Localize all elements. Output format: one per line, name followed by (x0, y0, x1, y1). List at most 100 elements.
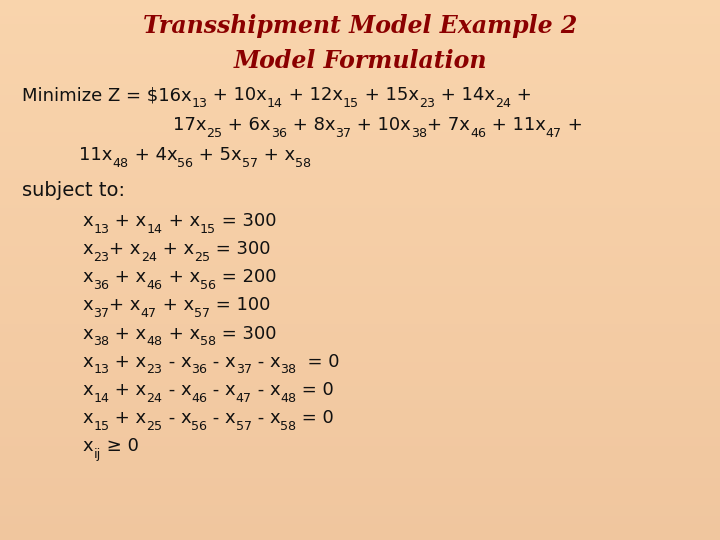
Bar (0, 346, 720, 348)
Bar (0, 89, 720, 92)
Text: + x: + x (163, 325, 199, 342)
Text: + 6x: + 6x (222, 116, 271, 134)
Bar (0, 146, 720, 148)
Bar (0, 321, 720, 324)
Bar (0, 230, 720, 232)
Bar (0, 429, 720, 432)
Bar (0, 435, 720, 437)
Text: + x: + x (258, 146, 295, 164)
Bar (0, 84, 720, 86)
Bar (0, 65, 720, 68)
Bar (0, 294, 720, 297)
Bar (0, 30, 720, 32)
Bar (0, 267, 720, 270)
Bar (0, 43, 720, 46)
Bar (0, 373, 720, 375)
Bar (0, 424, 720, 427)
Bar (0, 49, 720, 51)
Text: + x: + x (157, 240, 194, 258)
Bar (0, 24, 720, 27)
Text: x: x (83, 240, 94, 258)
Bar (0, 138, 720, 140)
Bar (0, 73, 720, 76)
Bar (0, 184, 720, 186)
Bar (0, 70, 720, 73)
Bar (0, 375, 720, 378)
Bar (0, 86, 720, 89)
Text: x: x (83, 296, 94, 314)
Bar (0, 248, 720, 251)
Bar (0, 510, 720, 513)
Bar (0, 5, 720, 8)
Bar (0, 537, 720, 540)
Bar (0, 3, 720, 5)
Bar (0, 178, 720, 181)
Bar (0, 216, 720, 219)
Bar (0, 219, 720, 221)
Text: + x: + x (163, 268, 199, 286)
Bar (0, 78, 720, 81)
Bar (0, 130, 720, 132)
Bar (0, 454, 720, 456)
Bar (0, 327, 720, 329)
Bar (0, 8, 720, 11)
Bar (0, 486, 720, 489)
Bar (0, 122, 720, 124)
Bar (0, 113, 720, 116)
Bar (0, 116, 720, 119)
Bar (0, 440, 720, 443)
Bar (0, 270, 720, 273)
Bar (0, 416, 720, 418)
Bar (0, 227, 720, 229)
Text: 13: 13 (94, 363, 109, 376)
Bar (0, 167, 720, 170)
Bar (0, 68, 720, 70)
Bar (0, 157, 720, 159)
Text: - x: - x (252, 409, 280, 427)
Text: 58: 58 (199, 335, 216, 348)
Text: x: x (83, 437, 94, 455)
Bar (0, 297, 720, 300)
Text: x: x (83, 409, 94, 427)
Text: 25: 25 (194, 251, 210, 264)
Text: + x: + x (109, 381, 147, 399)
Bar (0, 181, 720, 184)
Bar (0, 289, 720, 292)
Text: subject to:: subject to: (22, 181, 125, 200)
Text: 17x: 17x (173, 116, 207, 134)
Bar (0, 292, 720, 294)
Text: + 5x: + 5x (193, 146, 242, 164)
Text: + 11x: + 11x (486, 116, 546, 134)
Text: 23: 23 (147, 363, 163, 376)
Bar (0, 448, 720, 451)
Bar (0, 459, 720, 462)
Bar (0, 364, 720, 367)
Bar (0, 124, 720, 127)
Bar (0, 165, 720, 167)
Text: 15: 15 (343, 97, 359, 110)
Bar (0, 421, 720, 424)
Text: 46: 46 (192, 392, 207, 404)
Bar (0, 491, 720, 494)
Bar (0, 413, 720, 416)
Bar (0, 173, 720, 176)
Text: = 300: = 300 (210, 240, 271, 258)
Text: 11x: 11x (79, 146, 112, 164)
Text: 24: 24 (141, 251, 157, 264)
Text: + x: + x (109, 296, 141, 314)
Text: 25: 25 (147, 420, 163, 433)
Bar (0, 521, 720, 524)
Text: 56: 56 (192, 420, 207, 433)
Bar (0, 14, 720, 16)
Bar (0, 381, 720, 383)
Bar (0, 148, 720, 151)
Text: + x: + x (163, 212, 199, 230)
Bar (0, 135, 720, 138)
Bar (0, 410, 720, 413)
Text: 58: 58 (280, 420, 297, 433)
Bar (0, 502, 720, 505)
Bar (0, 54, 720, 57)
Bar (0, 103, 720, 105)
Text: Model Formulation: Model Formulation (233, 49, 487, 72)
Text: 36: 36 (271, 127, 287, 140)
